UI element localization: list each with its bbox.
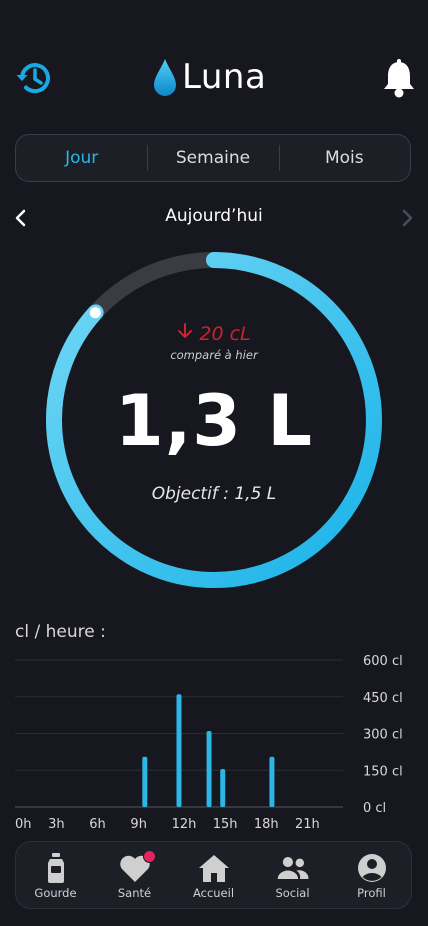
- date-label: Aujourd’hui: [165, 206, 263, 226]
- chart-bar: [206, 731, 212, 807]
- chart-bar: [176, 694, 182, 807]
- tab-gourde[interactable]: Gourde: [16, 842, 95, 908]
- chart-bar: [269, 756, 275, 807]
- heart-icon: [119, 855, 150, 882]
- home-icon: [198, 855, 229, 882]
- tab-jour[interactable]: Jour: [65, 148, 99, 168]
- y-tick-label: 300 cl: [363, 728, 403, 743]
- chart-bar: [220, 769, 226, 807]
- daily-difference: 20 cL: [46, 322, 382, 345]
- hourly-chart: 600 cl 450 cl 300 cl 150 cl 0 cl 0h 3h 6h 9h 12h 1…: [15, 654, 403, 832]
- progress-fill: [46, 252, 382, 588]
- tab-social[interactable]: Social: [253, 842, 332, 908]
- y-tick-label: 600 cl: [363, 654, 403, 669]
- x-tick-label: 12h: [172, 817, 197, 832]
- compare-label: comparé à hier: [170, 348, 258, 362]
- app-name: Luna: [182, 57, 267, 97]
- app-header: Luna: [0, 52, 428, 108]
- y-tick-label: 0 cl: [363, 801, 386, 816]
- tab-label: Accueil: [192, 886, 235, 900]
- x-tick-label: 6h: [89, 817, 106, 832]
- x-tick-label: 3h: [48, 817, 65, 832]
- bell-icon[interactable]: [382, 58, 416, 98]
- consumed-volume: 1,3 L: [115, 380, 313, 462]
- history-icon[interactable]: [14, 58, 54, 98]
- chevron-right-icon[interactable]: [396, 204, 418, 232]
- chart-bar: [142, 756, 148, 807]
- goal-label: Objectif : 1,5 L: [151, 484, 277, 504]
- app-logo: Luna: [152, 55, 266, 99]
- chart-title: cl / heure :: [15, 622, 106, 642]
- notification-badge: [142, 850, 156, 863]
- date-navigation: Aujourd’hui: [0, 204, 428, 232]
- water-drop-icon: [154, 59, 176, 96]
- tab-accueil[interactable]: Accueil: [174, 842, 253, 908]
- tab-label: Gourde: [34, 886, 77, 900]
- users-icon: [277, 856, 308, 880]
- period-selector: Jour Semaine Mois: [15, 134, 411, 182]
- tab-profil[interactable]: Profil: [332, 842, 411, 908]
- bottle-icon: [47, 853, 64, 883]
- bottom-tab-bar: Gourde Santé Accueil Social Profil: [15, 841, 412, 909]
- chevron-left-icon[interactable]: [10, 204, 32, 232]
- x-tick-label: 18h: [254, 817, 279, 832]
- progress-knob[interactable]: [89, 307, 101, 319]
- x-tick-label: 15h: [213, 817, 238, 832]
- tab-label: Santé: [117, 886, 152, 900]
- arrow-down-icon: [178, 323, 193, 338]
- difference-value: 20 cL: [199, 323, 251, 345]
- progress-summary: 20 cL comparé à hier 1,3 L Objectif : 1,…: [46, 252, 382, 588]
- tab-label: Social: [275, 886, 310, 900]
- tab-mois[interactable]: Mois: [278, 135, 410, 181]
- x-tick-label: 9h: [130, 817, 147, 832]
- y-tick-label: 150 cl: [363, 764, 403, 779]
- tab-label: Profil: [357, 886, 386, 900]
- progress-ring: [46, 252, 382, 588]
- tab-semaine[interactable]: Semaine: [147, 135, 278, 181]
- tab-sante[interactable]: Santé: [95, 842, 174, 908]
- y-tick-label: 450 cl: [363, 691, 403, 706]
- x-tick-label: 21h: [295, 817, 320, 832]
- profile-icon: [357, 854, 386, 882]
- x-tick-label: 0h: [15, 817, 32, 832]
